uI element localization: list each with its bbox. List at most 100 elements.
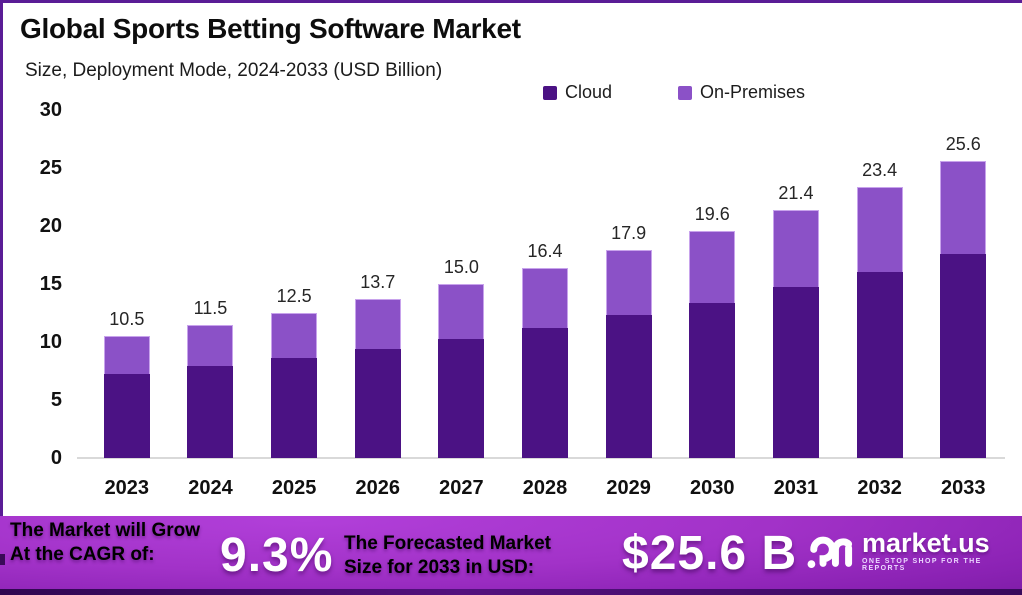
footer-forecast-caption-line2: Size for 2033 in USD: bbox=[344, 557, 535, 578]
bar-segment-on-premises-2030 bbox=[689, 230, 736, 303]
y-axis: 0 5 10 15 20 25 30 bbox=[0, 99, 62, 469]
bar-segment-cloud-2024 bbox=[187, 366, 234, 458]
x-tick-label-2026: 2026 bbox=[355, 477, 400, 499]
x-tick-label-2025: 2025 bbox=[271, 477, 317, 499]
forecast-value: $25.6 B bbox=[622, 527, 798, 580]
footer-ribbon-notch bbox=[0, 554, 5, 565]
marketus-logo-icon bbox=[807, 536, 853, 568]
bar-series: 10.5 2023 11.5 2024 12.5 2025 13.7 2026 15.0 2027… bbox=[85, 110, 1005, 499]
bar-stack-2025 bbox=[271, 313, 318, 458]
brand-tagline: ONE STOP SHOP FOR THE REPORTS bbox=[862, 558, 982, 572]
y-tick-label-15: 15 bbox=[39, 273, 62, 295]
footer-forecast-caption: The Forecasted Market Size for 2033 in U… bbox=[344, 532, 551, 580]
footer-forecast-caption-line1: The Forecasted Market bbox=[344, 533, 551, 554]
legend-item-on-premises: On-Premises bbox=[678, 82, 805, 103]
bar-group-2029: 17.9 2029 bbox=[587, 110, 671, 499]
bar-segment-on-premises-2024 bbox=[187, 324, 234, 367]
frame-border-left bbox=[0, 0, 3, 516]
brand-logo: market.us ONE STOP SHOP FOR THE REPORTS bbox=[806, 529, 1022, 572]
y-tick-label-30: 30 bbox=[39, 99, 62, 121]
frame-border-top bbox=[0, 0, 1022, 3]
legend-label-cloud: Cloud bbox=[565, 82, 613, 102]
x-tick-label-2024: 2024 bbox=[188, 477, 233, 499]
x-tick-label-2031: 2031 bbox=[773, 477, 819, 499]
y-tick-label-25: 25 bbox=[39, 157, 62, 179]
bar-segment-on-premises-2029 bbox=[605, 250, 652, 316]
bar-group-2024: 11.5 2024 bbox=[169, 110, 253, 499]
y-tick-label-20: 20 bbox=[39, 215, 62, 237]
bar-total-label-2024: 11.5 bbox=[193, 297, 228, 318]
bar-stack-2030 bbox=[689, 230, 736, 458]
bar-total-label-2027: 15.0 bbox=[443, 257, 479, 278]
bar-total-label-2029: 17.9 bbox=[611, 223, 647, 244]
cagr-value: 9.3% bbox=[220, 529, 334, 582]
footer-cagr-caption-line2: At the CAGR of: bbox=[10, 544, 155, 565]
bar-segment-on-premises-2027 bbox=[438, 284, 485, 339]
bar-total-label-2023: 10.5 bbox=[109, 309, 145, 330]
brand-text: market.us ONE STOP SHOP FOR THE REPORTS bbox=[862, 529, 1022, 572]
bar-group-2031: 21.4 2031 bbox=[754, 110, 838, 499]
bar-segment-cloud-2030 bbox=[689, 302, 736, 458]
bar-segment-cloud-2033 bbox=[940, 253, 987, 458]
bar-stack-2032 bbox=[856, 186, 903, 458]
footer-cagr-caption-line1: The Market will Grow bbox=[10, 520, 201, 541]
x-tick-label-2032: 2032 bbox=[857, 477, 902, 499]
bar-segment-on-premises-2026 bbox=[354, 299, 401, 349]
bar-stack-2028 bbox=[522, 267, 569, 458]
page-title: Global Sports Betting Software Market bbox=[20, 13, 521, 44]
y-tick-label-0: 0 bbox=[50, 447, 62, 469]
bar-segment-cloud-2032 bbox=[856, 272, 903, 458]
footer-cagr-caption: The Market will Grow At the CAGR of: bbox=[10, 519, 200, 567]
cloud-swatch-icon bbox=[543, 85, 557, 100]
x-tick-label-2033: 2033 bbox=[940, 477, 986, 499]
bar-stack-2033 bbox=[940, 161, 987, 458]
bar-stack-2029 bbox=[605, 250, 652, 458]
bar-stack-2023 bbox=[103, 336, 150, 458]
bar-stack-2031 bbox=[772, 209, 819, 458]
bar-segment-cloud-2031 bbox=[772, 287, 819, 458]
bar-segment-on-premises-2033 bbox=[940, 161, 987, 254]
bar-segment-cloud-2026 bbox=[354, 348, 401, 458]
bar-segment-cloud-2025 bbox=[271, 358, 318, 458]
bar-segment-cloud-2027 bbox=[438, 338, 485, 458]
brand-name: market.us bbox=[862, 528, 990, 558]
bar-segment-on-premises-2023 bbox=[103, 336, 150, 375]
bar-total-label-2032: 23.4 bbox=[862, 159, 898, 180]
bar-segment-cloud-2028 bbox=[522, 328, 569, 458]
bar-total-label-2031: 21.4 bbox=[778, 182, 814, 203]
bar-segment-on-premises-2028 bbox=[522, 267, 569, 329]
on-premises-swatch-icon bbox=[678, 85, 693, 100]
bar-group-2023: 10.5 2023 bbox=[85, 110, 169, 499]
x-tick-label-2023: 2023 bbox=[104, 477, 150, 499]
bar-total-label-2028: 16.4 bbox=[527, 240, 563, 261]
bar-segment-cloud-2029 bbox=[605, 315, 652, 458]
bar-segment-on-premises-2031 bbox=[772, 209, 819, 288]
y-tick-label-5: 5 bbox=[50, 389, 62, 411]
plot-area: 10.5 2023 11.5 2024 12.5 2025 13.7 2026 15.0 2027… bbox=[77, 110, 1005, 499]
bar-group-2033: 25.6 2033 bbox=[921, 110, 1005, 499]
bar-group-2028: 16.4 2028 bbox=[503, 110, 587, 499]
bar-group-2032: 23.4 2032 bbox=[838, 110, 922, 499]
bar-group-2027: 15.0 2027 bbox=[420, 110, 504, 499]
bar-group-2026: 13.7 2026 bbox=[336, 110, 420, 499]
chart-subtitle: Size, Deployment Mode, 2024-2033 (USD Bi… bbox=[25, 60, 443, 81]
bar-total-label-2033: 25.6 bbox=[945, 134, 981, 155]
legend-label-on-premises: On-Premises bbox=[700, 82, 806, 102]
x-tick-label-2030: 2030 bbox=[690, 477, 735, 499]
x-tick-label-2029: 2029 bbox=[606, 477, 651, 499]
bar-segment-cloud-2023 bbox=[103, 374, 150, 458]
x-tick-label-2028: 2028 bbox=[522, 477, 568, 499]
footer-banner bbox=[0, 516, 1022, 595]
bar-total-label-2030: 19.6 bbox=[694, 203, 730, 224]
bar-segment-on-premises-2025 bbox=[271, 313, 318, 359]
legend: Cloud On-Premises bbox=[543, 82, 805, 103]
bar-stack-2026 bbox=[354, 299, 401, 458]
bar-stack-2024 bbox=[187, 324, 234, 458]
x-tick-label-2027: 2027 bbox=[439, 477, 484, 499]
bar-group-2025: 12.5 2025 bbox=[252, 110, 336, 499]
x-axis-line bbox=[77, 457, 1005, 459]
y-tick-label-10: 10 bbox=[39, 331, 62, 353]
bar-group-2030: 19.6 2030 bbox=[670, 110, 754, 499]
bar-stack-2027 bbox=[438, 284, 485, 458]
